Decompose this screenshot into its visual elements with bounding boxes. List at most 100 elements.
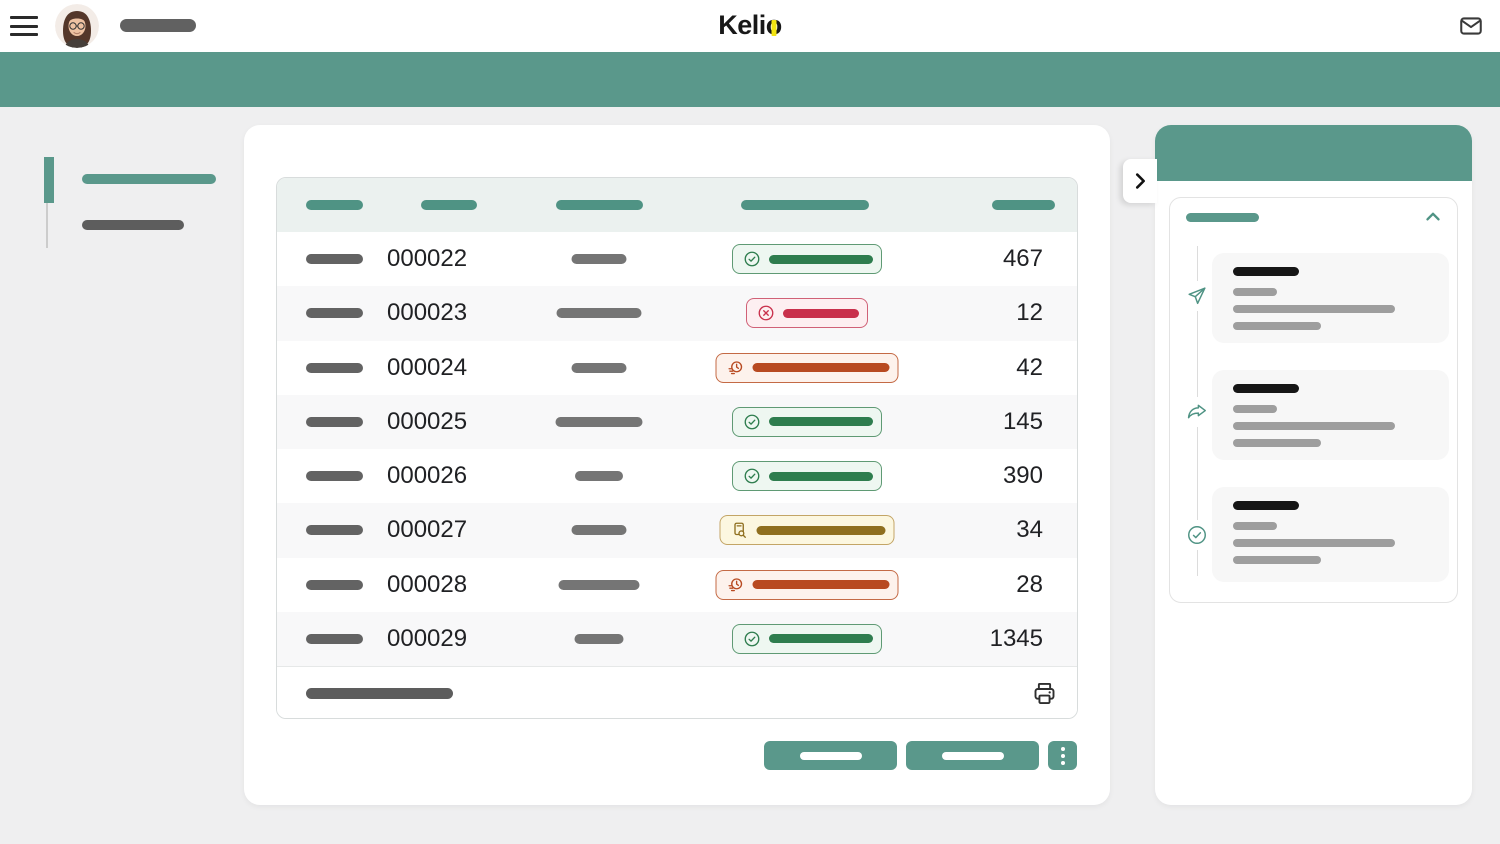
table-row[interactable]: 000023 12: [277, 286, 1077, 341]
row-label-redacted: [306, 525, 363, 536]
item-text-redacted: [1233, 539, 1395, 547]
user-name-redacted: [120, 19, 196, 32]
table-body: 000022 467 000023: [277, 232, 1077, 666]
status-text-redacted: [752, 580, 890, 590]
kelio-logo: Kelio: [718, 10, 782, 40]
status-text-redacted: [769, 254, 873, 264]
row-value-redacted: [575, 471, 623, 482]
column-header-redacted: [306, 200, 363, 210]
check-circle-icon: [743, 630, 761, 648]
item-title-redacted: [1233, 267, 1299, 276]
row-count: 145: [1002, 407, 1043, 435]
table-row[interactable]: 000027 34: [277, 503, 1077, 558]
primary-action-button-redacted[interactable]: [764, 741, 897, 770]
table-row[interactable]: 000025 145: [277, 394, 1077, 449]
clock-pending-icon: [727, 359, 745, 377]
column-header-redacted: [421, 200, 477, 210]
status-text-redacted: [783, 308, 859, 318]
row-label-redacted: [306, 416, 363, 427]
row-label-redacted: [306, 362, 363, 373]
page-banner: [0, 52, 1500, 107]
row-value-redacted: [571, 525, 627, 536]
column-header-redacted: [741, 200, 869, 210]
row-count: 42: [1016, 353, 1043, 381]
row-number: 000025: [387, 407, 468, 435]
check-circle-icon: [743, 413, 761, 431]
print-icon[interactable]: [1031, 680, 1058, 707]
check-circle-icon: [1186, 520, 1208, 550]
row-count: 28: [1016, 570, 1043, 598]
table-row[interactable]: 000026 390: [277, 449, 1077, 504]
status-badge: [732, 244, 882, 275]
secondary-action-button-redacted[interactable]: [906, 741, 1039, 770]
item-meta-redacted: [1233, 288, 1277, 296]
status-badge: [719, 515, 895, 546]
row-label-redacted: [306, 579, 363, 590]
row-value-redacted: [555, 416, 643, 427]
status-text-redacted: [769, 634, 873, 644]
item-title-redacted: [1233, 384, 1299, 393]
row-count: 390: [1002, 462, 1043, 490]
table-row[interactable]: 000029 1345: [277, 611, 1077, 666]
right-panel: [1123, 125, 1472, 805]
sidebar-item-redacted[interactable]: [82, 220, 184, 230]
forward-icon: [1186, 397, 1208, 427]
status-badge: [715, 352, 899, 383]
status-badge: [715, 569, 899, 600]
row-value-redacted: [571, 362, 627, 373]
footer-summary-redacted: [306, 688, 453, 699]
row-number: 000028: [387, 570, 468, 598]
main-card: 000022 467 000023: [244, 125, 1110, 805]
status-text-redacted: [769, 471, 873, 481]
item-meta-redacted: [1233, 522, 1277, 530]
row-number: 000027: [387, 516, 468, 544]
sidebar-item-active-redacted[interactable]: [82, 174, 216, 184]
check-circle-icon: [743, 467, 761, 485]
row-label-redacted: [306, 471, 363, 482]
clock-pending-icon: [727, 576, 745, 594]
row-number: 000024: [387, 353, 468, 381]
row-count: 34: [1016, 516, 1043, 544]
row-number: 000023: [387, 299, 468, 327]
right-panel-header: [1155, 125, 1472, 181]
send-icon: [1186, 281, 1208, 311]
row-value-redacted: [558, 579, 640, 590]
check-circle-icon: [743, 250, 761, 268]
column-header-redacted: [992, 200, 1055, 210]
status-badge: [732, 461, 882, 492]
item-meta-redacted: [1233, 405, 1277, 413]
timeline-section: [1169, 197, 1458, 603]
status-badge: [732, 406, 882, 437]
status-text-redacted: [752, 363, 890, 373]
timeline-item[interactable]: [1212, 253, 1449, 343]
row-count: 12: [1016, 299, 1043, 327]
item-text-redacted: [1233, 556, 1321, 564]
status-text-redacted: [769, 417, 873, 427]
sidebar-active-indicator: [44, 157, 54, 203]
data-table: 000022 467 000023: [276, 177, 1078, 719]
table-row[interactable]: 000024 42: [277, 340, 1077, 395]
row-label-redacted: [306, 254, 363, 265]
chevron-up-icon[interactable]: [1422, 206, 1444, 228]
row-count: 1345: [989, 624, 1043, 652]
row-label-redacted: [306, 308, 363, 319]
status-badge: [746, 298, 868, 329]
timeline-item[interactable]: [1212, 487, 1449, 582]
avatar[interactable]: [55, 4, 99, 48]
kebab-icon[interactable]: [1048, 741, 1077, 770]
timeline-item[interactable]: [1212, 370, 1449, 460]
section-title-redacted: [1186, 213, 1259, 222]
row-value-redacted: [571, 254, 627, 265]
menu-icon[interactable]: [10, 16, 38, 36]
table-row[interactable]: 000028 28: [277, 557, 1077, 612]
row-count: 467: [1002, 245, 1043, 273]
row-number: 000022: [387, 245, 468, 273]
table-footer: [277, 666, 1077, 718]
chevron-right-icon[interactable]: [1123, 159, 1157, 203]
mail-icon[interactable]: [1458, 13, 1484, 39]
x-circle-icon: [757, 304, 775, 322]
row-label-redacted: [306, 633, 363, 644]
table-row[interactable]: 000022 467: [277, 232, 1077, 287]
status-text-redacted: [756, 525, 886, 535]
